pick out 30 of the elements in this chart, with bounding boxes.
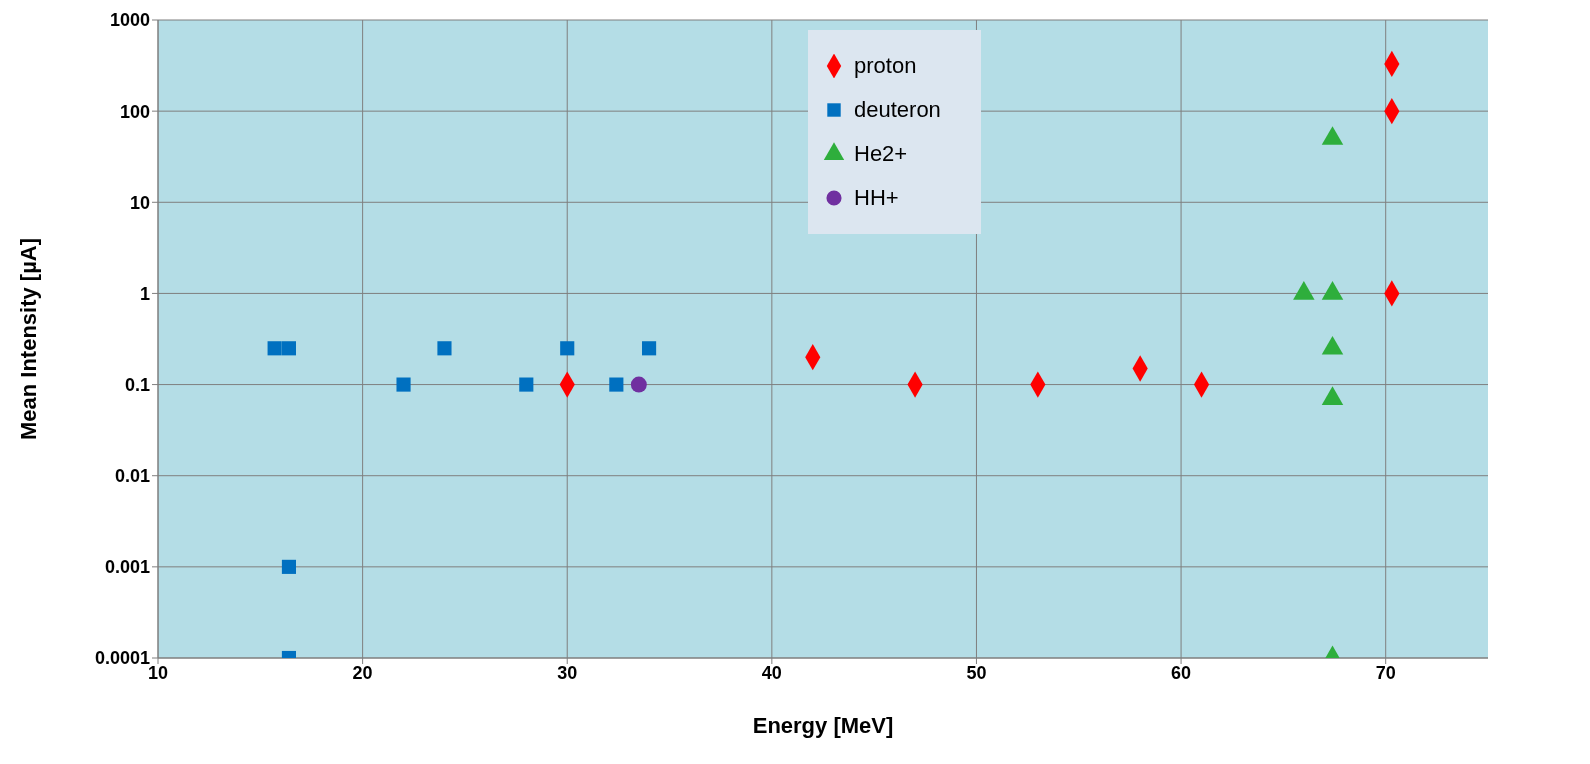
x-tick-label: 70: [1375, 662, 1396, 683]
point: [519, 377, 534, 392]
legend-label: proton: [854, 53, 917, 79]
point: [281, 559, 297, 574]
point: [281, 341, 297, 356]
x-tick-label: 30: [557, 662, 578, 683]
x-axis-title: Energy [MeV]: [752, 713, 894, 738]
point: [396, 377, 411, 392]
x-tick-label: 20: [352, 662, 373, 683]
x-tick-label: 40: [761, 662, 782, 683]
x-tick-label: 50: [966, 662, 987, 683]
point: [437, 341, 452, 356]
y-tick-label: 0.001: [104, 557, 150, 578]
point: [560, 341, 575, 356]
y-tick-label: 0.1: [124, 374, 150, 395]
y-tick-label: 10: [129, 192, 150, 213]
legend-label: HH+: [854, 185, 899, 211]
point: [642, 341, 657, 356]
y-tick-label: 0.01: [114, 466, 150, 487]
y-tick-label: 0.0001: [94, 648, 150, 669]
y-tick-label: 100: [119, 101, 150, 122]
legend-label: He2+: [854, 141, 908, 167]
point: [609, 377, 624, 392]
y-tick-label: 1000: [109, 10, 150, 31]
y-axis-title: Mean Intensity [µA]: [15, 237, 41, 441]
point: [630, 376, 647, 393]
legend-label: deuteron: [854, 97, 941, 123]
x-tick-label: 60: [1171, 662, 1192, 683]
point: [267, 341, 282, 356]
y-tick-label: 1: [139, 283, 150, 304]
